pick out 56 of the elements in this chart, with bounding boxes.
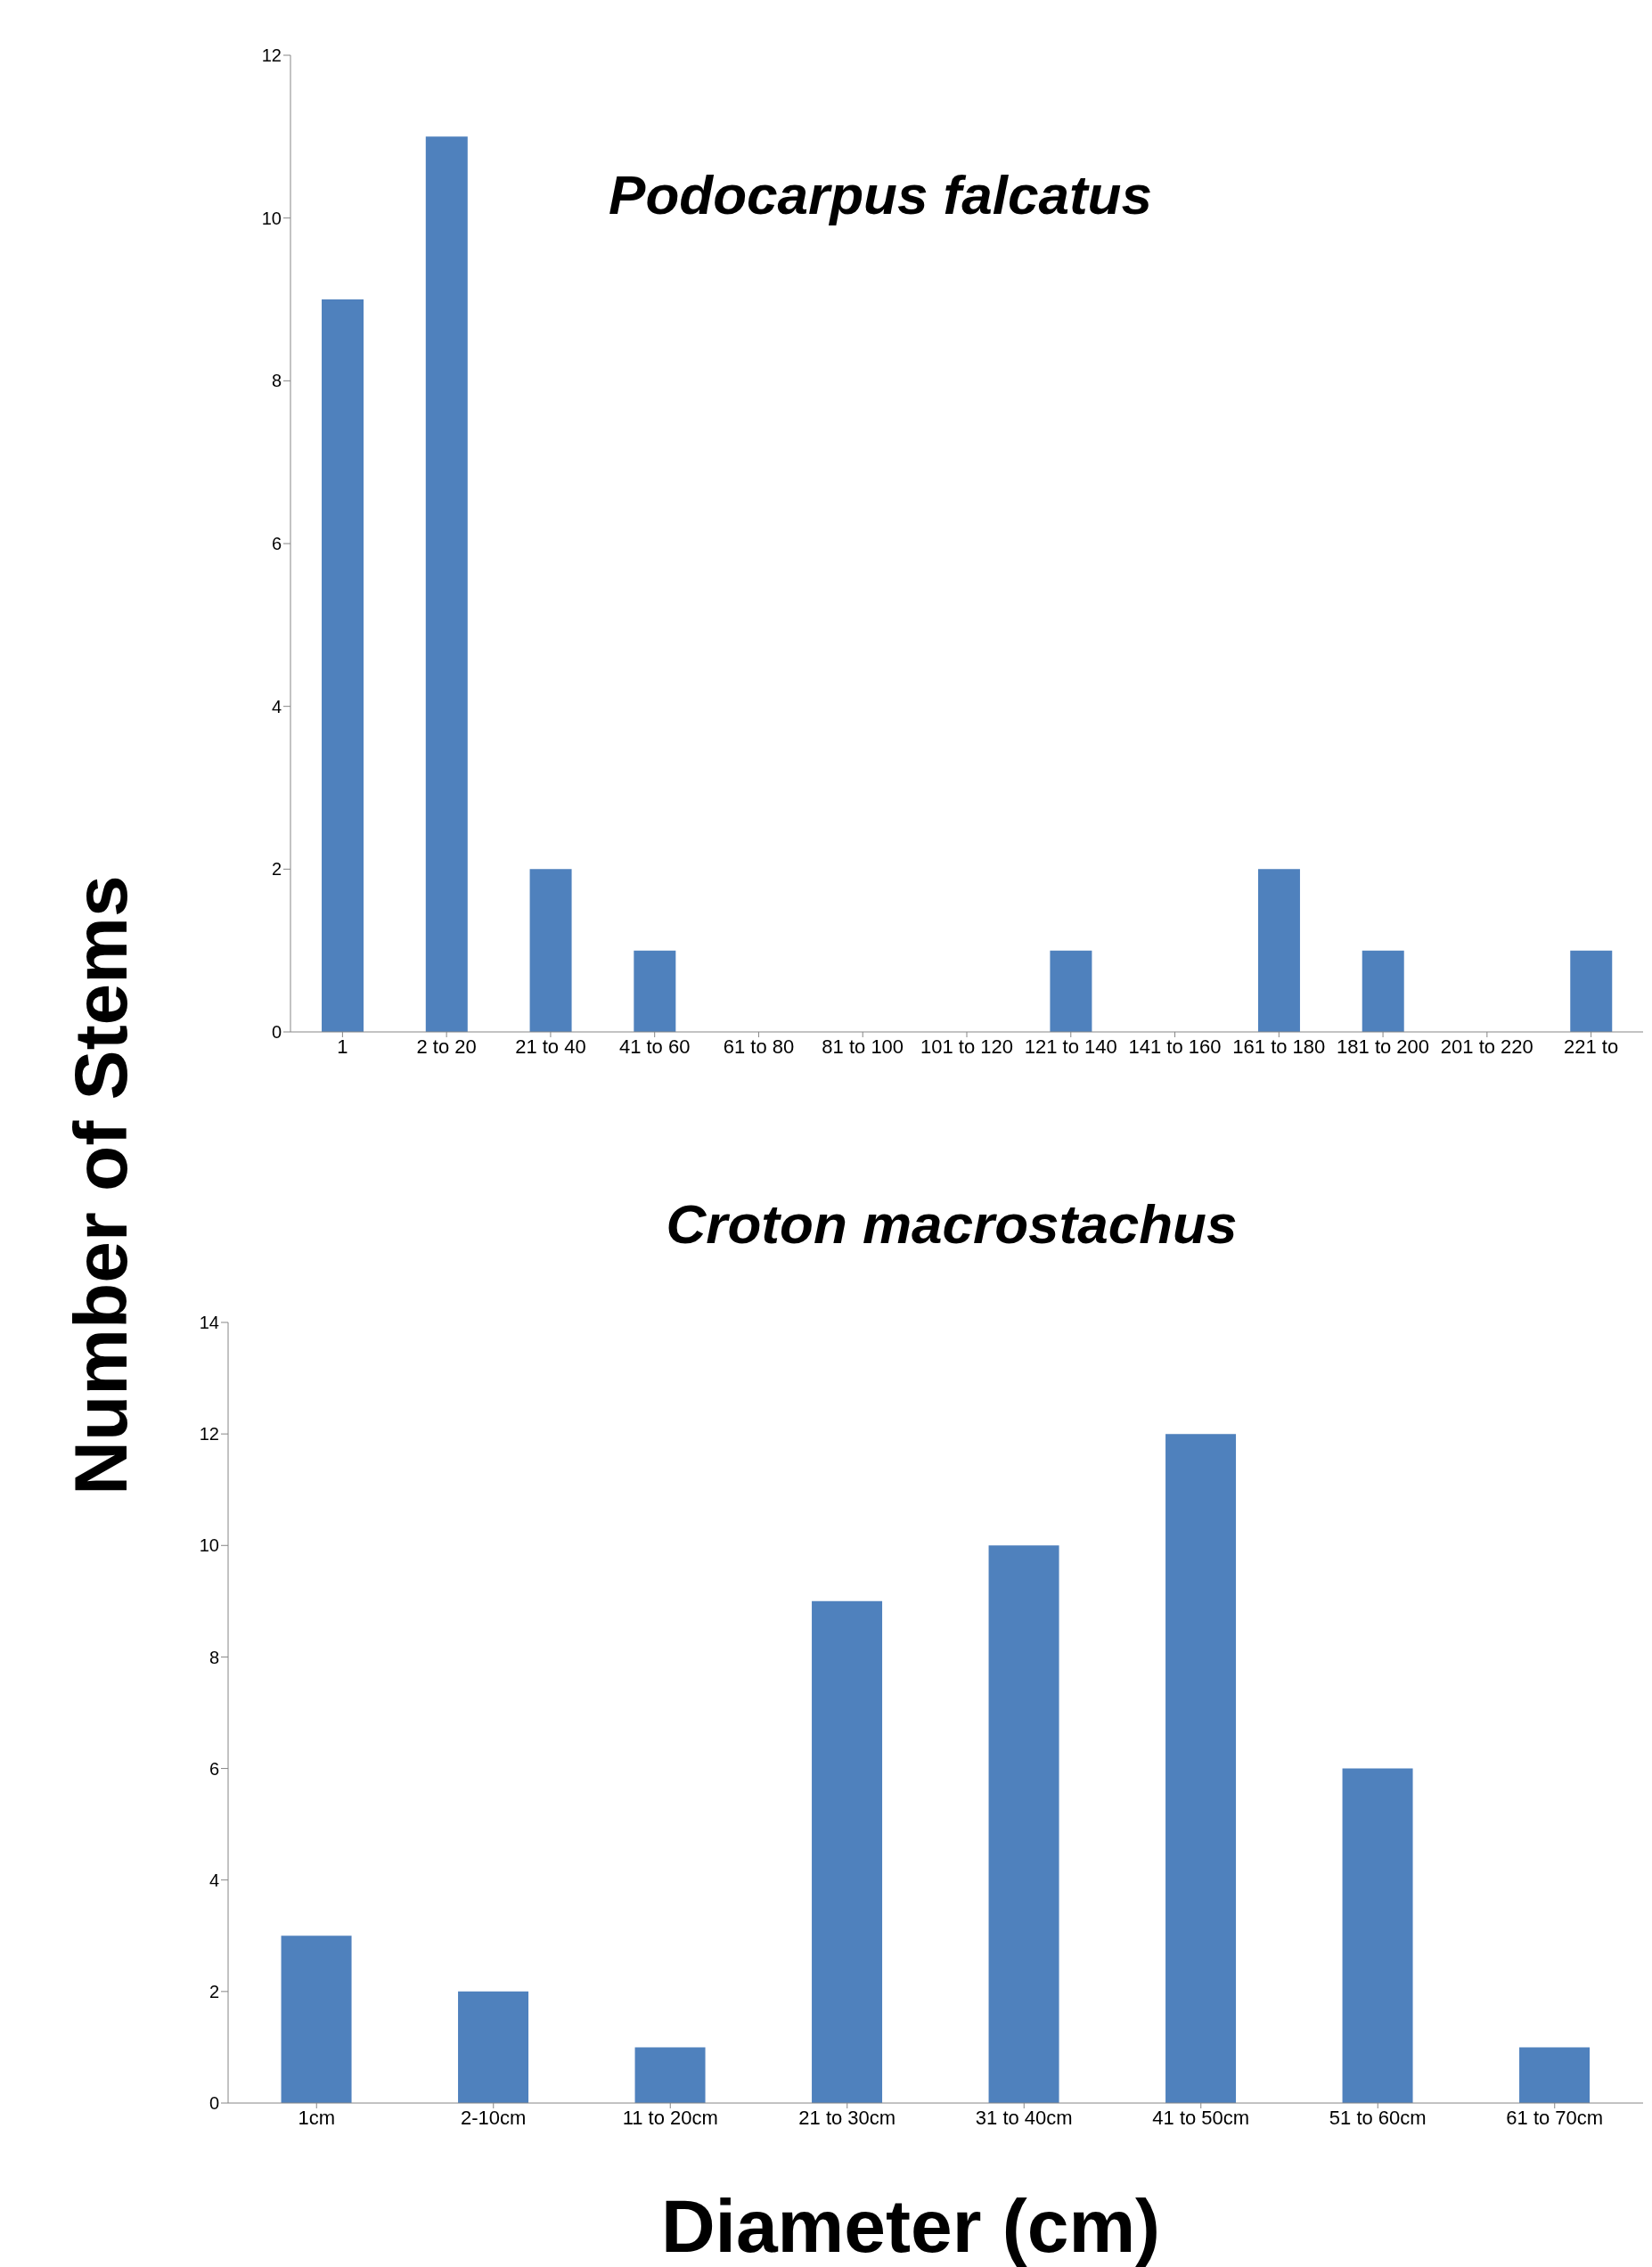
x-tick-label: 41 to 60 (618, 1035, 691, 1058)
bar (1257, 869, 1300, 1032)
bar (988, 1545, 1059, 2103)
x-tick-label: 101 to 120 (920, 1035, 1013, 1058)
bar (1519, 2047, 1591, 2103)
x-tick-label: 11 to 20cm (622, 2106, 718, 2129)
y-tick-label: 6 (209, 1758, 219, 1779)
x-tick-label: 161 to 180 (1232, 1035, 1326, 1058)
y-tick-label: 4 (271, 696, 282, 716)
y-tick-label: 2 (209, 1981, 219, 2001)
bar (425, 136, 468, 1032)
bar (281, 1936, 352, 2103)
y-axis-title: Number of Stems (57, 875, 143, 1495)
x-tick-label: 61 to 80 (723, 1035, 795, 1058)
y-tick-label: 6 (271, 534, 282, 554)
y-tick-label: 10 (199, 1535, 219, 1556)
bar (322, 299, 364, 1032)
x-tick-label: 41 to 50cm (1152, 2106, 1250, 2129)
x-tick-label: 181 to 200 (1337, 1035, 1430, 1058)
x-tick-label: 21 to 30cm (798, 2106, 896, 2129)
x-tick-label: 61 to 70cm (1506, 2106, 1604, 2129)
x-tick-label: 51 to 60cm (1329, 2106, 1427, 2129)
text: Podocarpus falcatus (609, 162, 1152, 226)
x-tick-label: 201 to 220 (1440, 1035, 1533, 1058)
bar (1362, 950, 1404, 1032)
bar (634, 950, 676, 1032)
x-tick-label: 121 to 140 (1024, 1035, 1117, 1058)
y-tick-label: 8 (209, 1647, 219, 1667)
bar (458, 1991, 529, 2103)
y-tick-label: 2 (271, 859, 282, 880)
bar (529, 869, 572, 1032)
bar (634, 2047, 706, 2103)
x-axis-title: Diameter (cm) (660, 2182, 1161, 2267)
bar (1050, 950, 1092, 1032)
x-tick-label: 141 to 160 (1128, 1035, 1222, 1058)
bar (812, 1600, 883, 2103)
x-tick-label: 1 (337, 1035, 348, 1058)
x-tick-label: 21 to 40 (515, 1035, 586, 1058)
y-tick-label: 4 (209, 1870, 219, 1890)
y-tick-label: 14 (199, 1313, 219, 1333)
x-tick-label: 1cm (298, 2106, 336, 2129)
x-tick-label: 31 to 40cm (975, 2106, 1073, 2129)
y-tick-label: 0 (271, 1022, 282, 1043)
y-tick-label: 10 (261, 208, 282, 228)
y-tick-label: 12 (261, 45, 282, 66)
x-tick-label: 2 to 20 (416, 1035, 477, 1058)
y-tick-label: 0 (209, 2093, 219, 2114)
bar (1342, 1768, 1413, 2103)
bar (1570, 950, 1613, 1032)
y-tick-label: 12 (199, 1424, 219, 1444)
x-tick-label: 81 to 100 (822, 1035, 904, 1058)
bar (1165, 1434, 1237, 2103)
x-tick-label: 221 to (1564, 1035, 1619, 1058)
chart-title: Croton macrostachus (666, 1191, 1238, 1256)
y-tick-label: 8 (271, 371, 282, 391)
x-tick-label: 2-10cm (461, 2106, 527, 2129)
